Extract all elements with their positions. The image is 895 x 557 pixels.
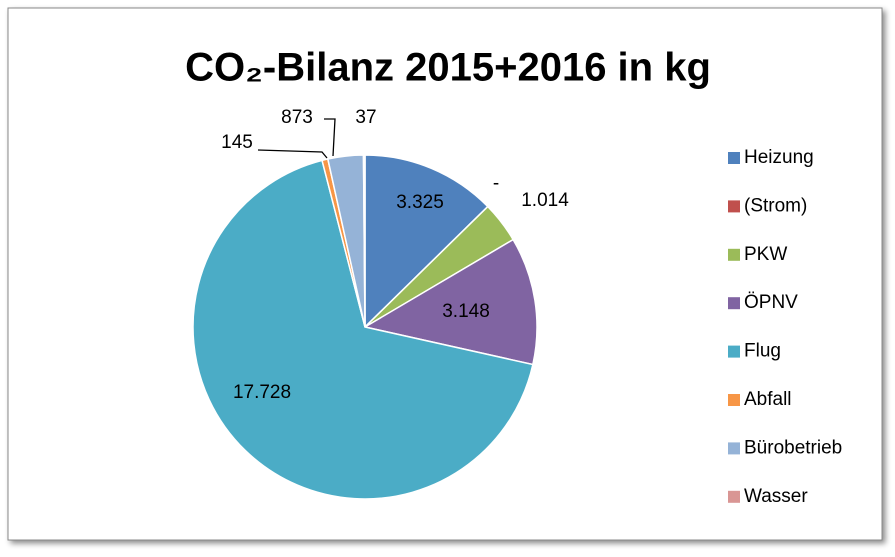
pie-slice bbox=[362, 154, 366, 328]
leader-lines bbox=[257, 118, 336, 159]
legend-swatch bbox=[728, 152, 740, 164]
legend-swatch bbox=[728, 442, 740, 455]
data-label: 3.325 bbox=[396, 192, 444, 213]
legend-swatch bbox=[728, 297, 740, 310]
data-label: 145 bbox=[221, 132, 253, 153]
legend-label: (Strom) bbox=[744, 195, 807, 216]
pie-slice bbox=[362, 238, 538, 366]
legend-label: Wasser bbox=[744, 486, 808, 507]
data-label: 37 bbox=[355, 107, 376, 128]
legend-swatch bbox=[728, 345, 740, 358]
legend-swatch bbox=[728, 248, 740, 261]
legend-swatch bbox=[728, 200, 740, 213]
data-label: 3.148 bbox=[442, 301, 490, 322]
data-label: 873 bbox=[281, 107, 313, 128]
pie-slice bbox=[364, 154, 489, 329]
data-label: 17.728 bbox=[233, 382, 291, 403]
leader-line bbox=[324, 118, 336, 157]
legend-label: ÖPNV bbox=[744, 292, 798, 313]
leader-line bbox=[257, 149, 328, 159]
chart-title: CO₂-Bilanz 2015+2016 in kg bbox=[185, 46, 711, 90]
data-label: - bbox=[493, 173, 499, 194]
legend-label: Flug bbox=[744, 341, 781, 362]
legend-label: Heizung bbox=[744, 147, 814, 168]
pie-slice bbox=[192, 159, 534, 500]
legend-swatch bbox=[728, 394, 740, 406]
legend-label: Bürobetrieb bbox=[744, 437, 842, 458]
legend-label: PKW bbox=[744, 244, 787, 265]
legend-label: Abfall bbox=[744, 389, 792, 410]
data-label: 1.014 bbox=[521, 190, 569, 211]
legend-swatch bbox=[728, 490, 740, 503]
